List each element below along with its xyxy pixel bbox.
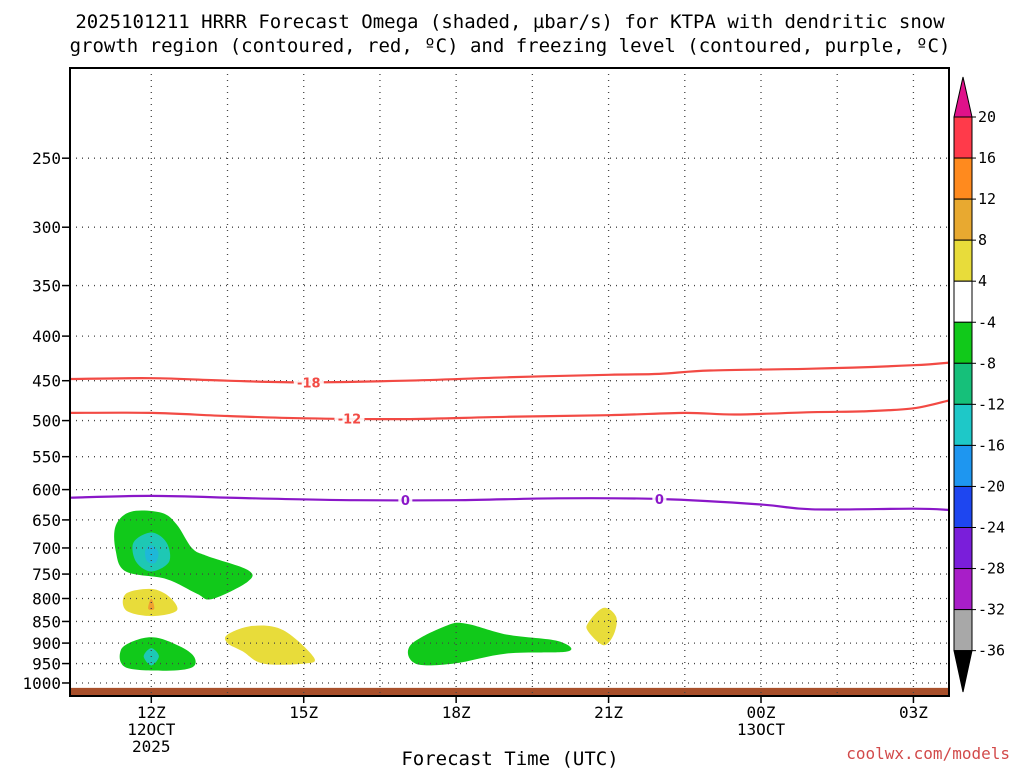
contour-label-freezing-level: 0 bbox=[401, 494, 410, 509]
x-tick-label-03Z: 03Z bbox=[899, 703, 928, 722]
x-tick-label-15Z: 15Z bbox=[289, 703, 318, 722]
omega-area-yellow-mid bbox=[224, 625, 315, 665]
colorbar-label--36: -36 bbox=[978, 642, 1005, 660]
colorbar-swatch-5 bbox=[953, 321, 973, 364]
chart-title-line2: growth region (contoured, red, ºC) and f… bbox=[70, 35, 951, 57]
omega-area-green-18z bbox=[407, 622, 572, 666]
y-tick-label-300: 300 bbox=[32, 218, 61, 237]
y-tick-label-950: 950 bbox=[32, 655, 61, 674]
x-tick-label-21Z: 21Z bbox=[594, 703, 623, 722]
gridlines bbox=[70, 68, 949, 696]
colorbar-swatch-6 bbox=[953, 362, 973, 405]
x-tick-label-18Z: 18Z bbox=[442, 703, 471, 722]
y-axis: 250 300 350 400 450 500 550 600 650 700 750 800 850 9… bbox=[22, 149, 70, 693]
colorbar-swatch-7 bbox=[953, 403, 973, 446]
omega-area-orange-tip bbox=[148, 598, 155, 611]
x-tick-label-12OCT: 12OCT bbox=[127, 720, 176, 739]
x-axis-label: Forecast Time (UTC) bbox=[401, 748, 618, 768]
colorbar-label--4: -4 bbox=[978, 313, 996, 331]
colorbar-label--16: -16 bbox=[978, 436, 1005, 454]
x-tick-label-12Z: 12Z bbox=[137, 703, 166, 722]
colorbar-label-8: 8 bbox=[978, 231, 987, 249]
colorbar-label--8: -8 bbox=[978, 354, 996, 372]
y-tick-label-250: 250 bbox=[32, 149, 61, 168]
plot-frame bbox=[69, 67, 950, 697]
contour-label-bg bbox=[652, 490, 667, 507]
omega-area-green-upper bbox=[114, 510, 253, 600]
colorbar-label-20: 20 bbox=[978, 108, 996, 126]
y-tick-label-450: 450 bbox=[32, 372, 61, 391]
colorbar-label-12: 12 bbox=[978, 190, 996, 208]
plot-area: -18 -12 0 0 bbox=[69, 67, 950, 697]
colorbar-swatch-10 bbox=[953, 527, 973, 570]
y-tick-label-350: 350 bbox=[32, 277, 61, 296]
colorbar-swatch-9 bbox=[953, 485, 973, 529]
colorbar-label--28: -28 bbox=[978, 560, 1005, 578]
contour-label-freezing-level: 0 bbox=[655, 493, 664, 508]
y-tick-label-550: 550 bbox=[32, 448, 61, 467]
contour-dgz-18 bbox=[69, 361, 950, 384]
contour-freezing-level bbox=[69, 494, 950, 511]
colorbar-swatch-3 bbox=[953, 239, 973, 282]
ground-surface bbox=[70, 687, 949, 696]
colorbar-swatch-4 bbox=[953, 280, 973, 323]
contour-lines: -18 -12 0 0 bbox=[69, 361, 950, 511]
colorbar-swatch-1 bbox=[953, 157, 973, 200]
colorbar-label--32: -32 bbox=[978, 601, 1005, 619]
colorbar-top-arrow bbox=[953, 76, 973, 118]
y-tick-label-750: 750 bbox=[32, 565, 61, 584]
colorbar-label--12: -12 bbox=[978, 395, 1005, 413]
contour-label-bg bbox=[293, 374, 324, 391]
credit-text: coolwx.com/models bbox=[846, 744, 1010, 763]
colorbar-swatch-11 bbox=[953, 568, 973, 611]
contour-label-bg bbox=[398, 492, 413, 509]
plot-background bbox=[70, 68, 949, 696]
x-tick-label-13OCT: 13OCT bbox=[737, 720, 786, 739]
x-tick-label-00Z: 00Z bbox=[747, 703, 776, 722]
colorbar-swatch-2 bbox=[953, 198, 973, 241]
y-tick-label-500: 500 bbox=[32, 412, 61, 431]
colorbar-swatch-0 bbox=[953, 116, 973, 159]
colorbar-swatch-8 bbox=[953, 444, 973, 487]
omega-area-yellow-21z bbox=[586, 607, 617, 646]
x-tick-label-2025: 2025 bbox=[132, 737, 171, 756]
y-tick-label-900: 900 bbox=[32, 634, 61, 653]
colorbar-label-4: 4 bbox=[978, 272, 987, 290]
colorbar-swatch-12 bbox=[953, 609, 973, 652]
y-tick-label-700: 700 bbox=[32, 539, 61, 558]
y-tick-label-800: 800 bbox=[32, 590, 61, 609]
colorbar-label--20: -20 bbox=[978, 477, 1005, 495]
y-tick-label-400: 400 bbox=[32, 327, 61, 346]
colorbar: 20 16 12 8 4 -4 -8 -12 -16 -20 -24 -28 -32 -36 bbox=[953, 76, 1005, 693]
y-tick-label-850: 850 bbox=[32, 612, 61, 631]
y-tick-label-600: 600 bbox=[32, 481, 61, 500]
contour-dgz-12 bbox=[69, 399, 950, 421]
contour-label-dgz-18: -18 bbox=[297, 376, 321, 391]
omega-shading bbox=[114, 510, 617, 671]
colorbar-label--24: -24 bbox=[978, 519, 1005, 537]
chart-title-line1: 2025101211 HRRR Forecast Omega (shaded, … bbox=[75, 11, 945, 33]
colorbar-label-16: 16 bbox=[978, 149, 996, 167]
y-tick-label-650: 650 bbox=[32, 511, 61, 530]
contour-label-dgz-12: -12 bbox=[338, 413, 362, 428]
contour-label-bg bbox=[334, 410, 365, 427]
y-tick-label-1000: 1000 bbox=[22, 674, 61, 693]
colorbar-bottom-arrow bbox=[953, 650, 973, 693]
